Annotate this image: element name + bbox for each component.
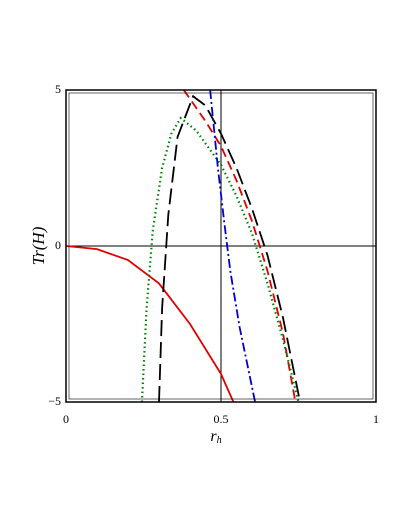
x-axis-label: rh xyxy=(210,428,221,447)
x-tick-label: 0 xyxy=(63,412,69,426)
x-tick-label: 0.5 xyxy=(214,412,229,426)
series-line xyxy=(183,90,297,402)
x-tick-label: 1 xyxy=(373,412,379,426)
y-tick-label: 0 xyxy=(55,238,61,252)
series-line xyxy=(158,94,301,402)
plot-frame xyxy=(65,89,377,403)
y-tick-label: 5 xyxy=(55,82,61,96)
plot-frame-inner xyxy=(68,92,374,400)
series-line xyxy=(140,116,300,402)
y-axis-label: Tr(H) xyxy=(29,226,48,265)
series-line xyxy=(209,90,256,402)
series-line xyxy=(66,245,235,402)
x-axis-label-main: r xyxy=(210,428,217,445)
y-tick-label: −5 xyxy=(48,394,61,408)
x-axis-label-sub: h xyxy=(217,435,222,446)
